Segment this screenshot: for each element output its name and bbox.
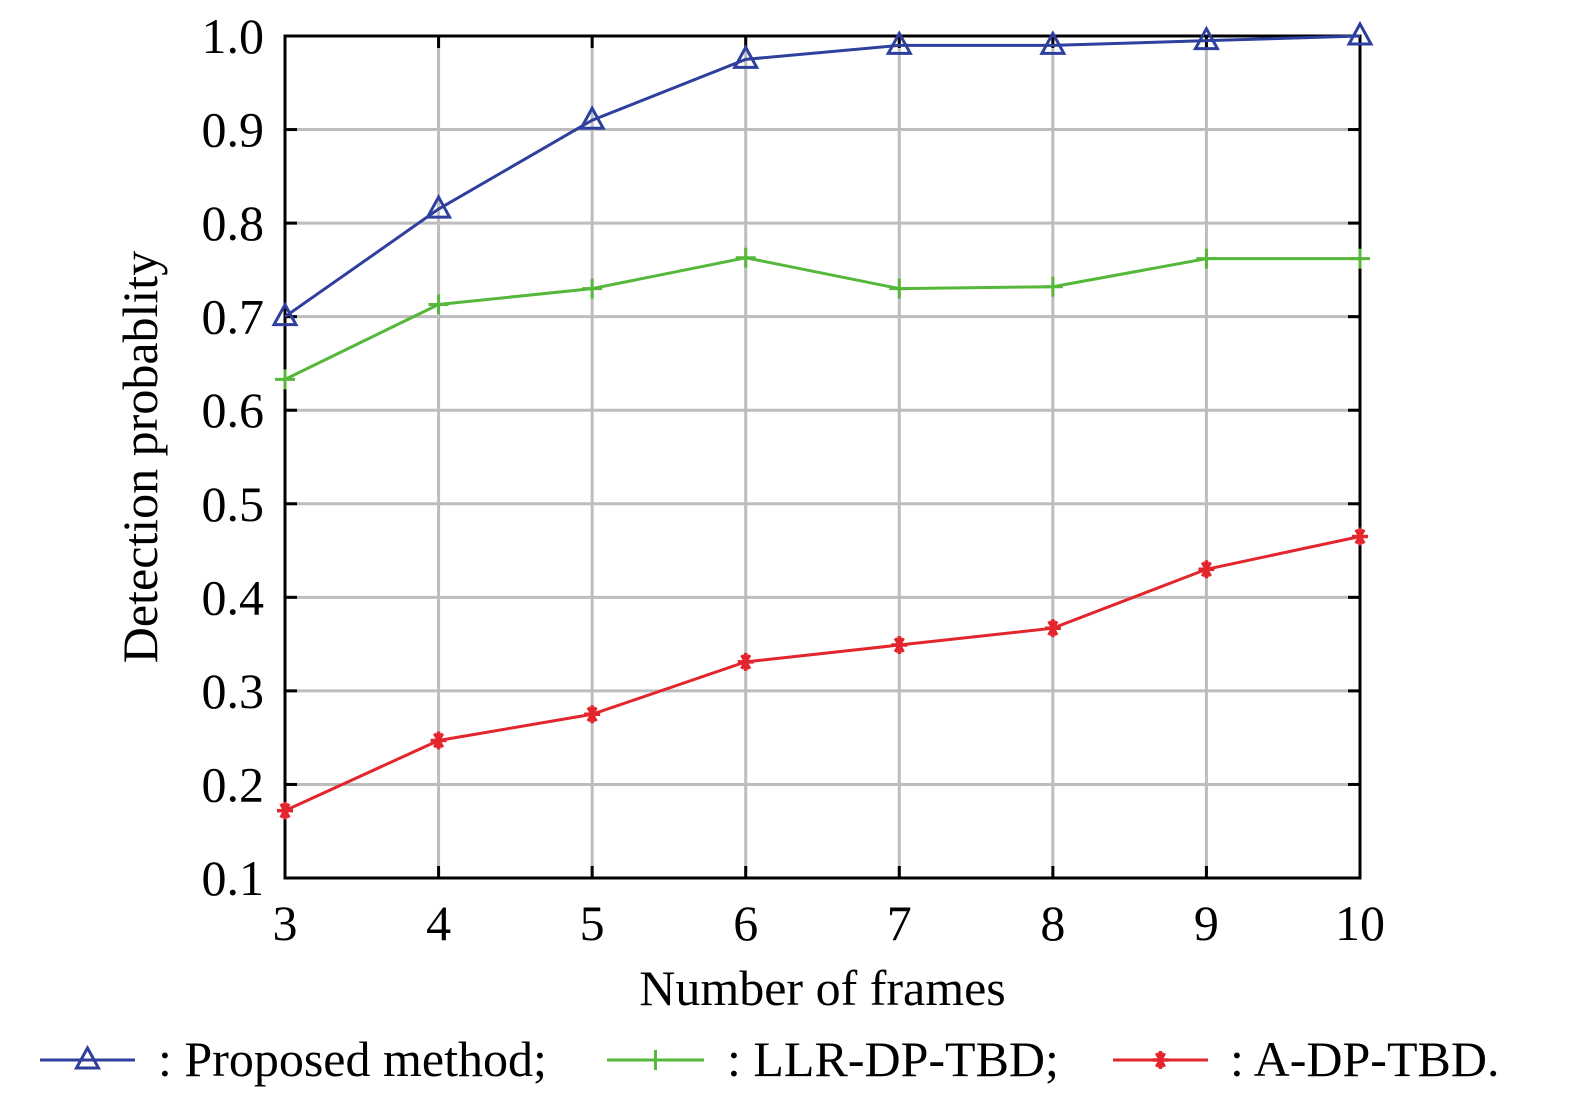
legend-marker-proposed-method [73,1044,102,1070]
series-llr-dp-tbd [275,247,1370,390]
x-tick-label: 9 [1194,895,1219,951]
legend-item-llr-dp-tbd: : LLR-DP-TBD; [607,1031,1059,1087]
y-tick-label: 0.9 [202,102,265,158]
triangle-marker [271,301,299,327]
data-point-a-dp-tbd [1198,560,1215,579]
legend-label-a-dp-tbd: : A-DP-TBD. [1230,1031,1499,1087]
series-line-a-dp-tbd [284,535,1361,813]
y-tick-label: 0.4 [202,569,265,625]
triangle-marker [73,1044,102,1070]
y-tick-label: 0.2 [202,756,265,812]
x-tick-label: 10 [1335,895,1385,951]
data-point-proposed-method [578,105,606,130]
data-point-llr-dp-tbd [275,369,295,390]
y-tick-label: 0.1 [202,850,265,906]
series-a-dp-tbd [277,527,1368,820]
series-line-proposed-method [284,34,1361,318]
grid-lines [285,36,1360,878]
data-point-proposed-method [732,44,760,69]
data-point-a-dp-tbd [430,731,447,750]
data-point-llr-dp-tbd [1350,248,1370,269]
data-point-proposed-method [271,301,299,327]
triangle-marker [1192,25,1220,51]
data-point-llr-dp-tbd [1042,276,1063,297]
data-point-a-dp-tbd [1352,527,1368,546]
data-point-a-dp-tbd [277,801,293,820]
data-point-llr-dp-tbd [582,278,603,299]
data-point-llr-dp-tbd [735,247,756,268]
x-tick-label: 6 [733,895,758,951]
data-point-proposed-method [1039,30,1067,55]
x-tick-label: 5 [580,895,605,951]
x-tick-label: 4 [426,895,451,951]
y-tick-label: 0.5 [202,476,265,532]
data-point-llr-dp-tbd [1196,248,1217,269]
data-point-proposed-method [885,30,913,55]
legend-marker-llr-dp-tbd [645,1050,666,1070]
axis-ticks: 3 4 5 6 7 8 9 10 0.1 0.2 0.3 0.4 0.5 0.6 0.7 0.8 0.9 1.0 [202,8,1386,951]
y-tick-label: 0.7 [202,289,265,345]
series-proposed-method [271,20,1374,327]
plot-area-frame [283,34,1362,880]
data-point-proposed-method [1346,20,1374,46]
triangle-marker [732,44,760,69]
y-tick-label: 0.3 [202,663,265,719]
legend-label-proposed-method: : Proposed method; [158,1031,547,1087]
series-layer [271,20,1374,820]
data-point-llr-dp-tbd [428,294,449,315]
triangle-marker [425,193,453,219]
y-tick-label: 0.8 [202,195,265,251]
y-tick-label: 1.0 [202,8,265,64]
legend-item-proposed-method: : Proposed method; [40,1031,547,1087]
x-tick-label: 7 [887,895,912,951]
legend-marker-a-dp-tbd [1152,1051,1169,1069]
y-axis-label: Detection probablity [112,251,168,663]
data-point-a-dp-tbd [584,705,601,724]
triangle-marker [1039,30,1067,55]
data-point-proposed-method [425,193,453,219]
data-point-proposed-method [1192,25,1220,51]
y-tick-label: 0.6 [202,382,265,438]
data-point-a-dp-tbd [891,636,908,655]
triangle-marker [885,30,913,55]
legend: : Proposed method; : LLR-DP-TBD; : A-DP-TB… [40,1031,1499,1087]
x-tick-label: 3 [273,895,298,951]
triangle-marker [578,105,606,130]
triangle-marker [1346,20,1374,46]
data-point-a-dp-tbd [737,652,754,671]
legend-label-llr-dp-tbd: : LLR-DP-TBD; [727,1031,1059,1087]
x-axis-label: Number of frames [639,960,1006,1016]
series-line-llr-dp-tbd [284,256,1360,381]
data-point-llr-dp-tbd [889,278,910,299]
data-point-a-dp-tbd [1044,619,1061,638]
x-tick-label: 8 [1040,895,1065,951]
legend-item-a-dp-tbd: : A-DP-TBD. [1113,1031,1499,1087]
